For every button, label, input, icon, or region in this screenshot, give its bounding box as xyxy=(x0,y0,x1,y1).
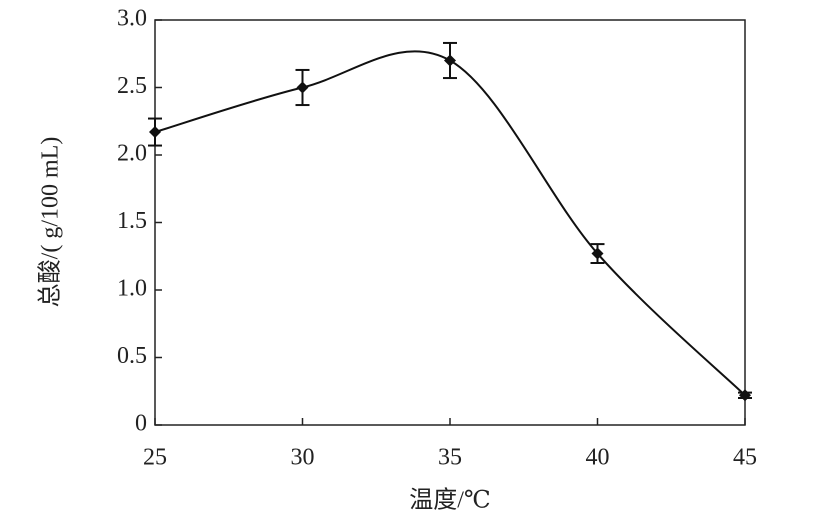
marker xyxy=(149,126,161,139)
x-tick-label: 35 xyxy=(438,445,462,471)
y-tick-label: 1.0 xyxy=(117,276,147,302)
marker xyxy=(444,54,456,67)
y-tick-label: 0.5 xyxy=(117,343,147,369)
marker xyxy=(739,389,751,402)
x-tick-label: 25 xyxy=(143,445,167,471)
y-tick-label: 3.0 xyxy=(117,6,147,32)
plot-frame xyxy=(154,19,746,426)
marker xyxy=(591,247,604,260)
x-axis-label: 温度/℃ xyxy=(409,487,491,514)
y-tick-label: 2.0 xyxy=(117,141,147,167)
x-tick-label: 45 xyxy=(733,445,757,471)
y-tick-label: 0 xyxy=(135,411,147,437)
x-tick-label: 40 xyxy=(586,445,610,471)
marker xyxy=(296,81,309,94)
y-tick-label: 2.5 xyxy=(117,73,147,99)
line xyxy=(154,50,746,397)
x-tick-label: 30 xyxy=(291,445,315,471)
y-tick-label: 1.5 xyxy=(117,208,147,234)
y-axis-label: 总酸/( g/100 mL) xyxy=(37,137,64,308)
